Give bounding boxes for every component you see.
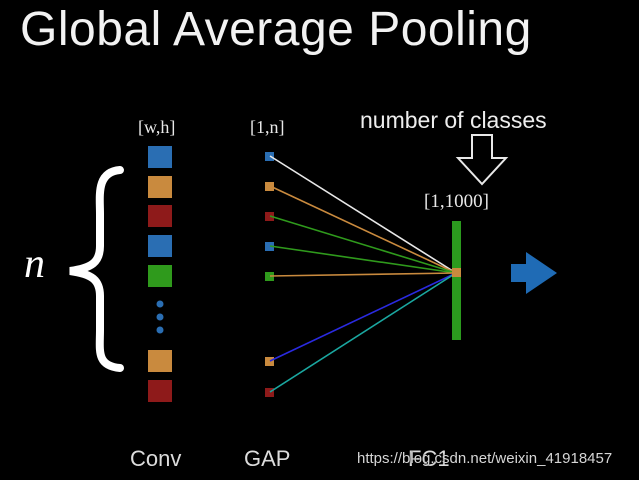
number-of-classes-label: number of classes — [360, 107, 547, 133]
gap-pooled-value — [265, 212, 274, 221]
fc1-active-unit — [452, 268, 461, 277]
slide-title: Global Average Pooling — [20, 3, 532, 56]
conv-feature-map — [148, 235, 172, 257]
gap-to-fc-connection — [269, 215, 457, 274]
ellipsis-dot — [156, 326, 164, 334]
gap-pooled-value — [265, 357, 274, 366]
fc-dimension-label: [1,1000] — [424, 191, 489, 212]
gap-to-fc-connection — [269, 272, 457, 277]
watermark-url: https://blog.csdn.net/weixin_41918457 — [357, 450, 613, 467]
gap-to-fc-connection — [269, 155, 457, 274]
blue-right-arrow-icon — [511, 252, 557, 294]
fc1-bar — [452, 221, 461, 340]
ellipsis-dot — [156, 300, 164, 308]
gap-dimension-label: [1,n] — [250, 117, 285, 137]
conv-dimension-label: [w,h] — [138, 117, 176, 137]
gap-pooled-value — [265, 152, 274, 161]
conv-feature-map — [148, 350, 172, 372]
gap-column-label: GAP — [244, 446, 291, 471]
conv-column-label: Conv — [130, 446, 182, 471]
gap-pooled-value — [265, 388, 274, 397]
gap-pooled-value — [265, 182, 274, 191]
n-channels-label: n — [24, 241, 45, 287]
gap-to-fc-connection — [269, 272, 457, 362]
hollow-down-arrow-icon — [455, 134, 509, 186]
ellipsis-dot — [156, 313, 164, 321]
conv-feature-map — [148, 265, 172, 287]
gap-pooled-value — [265, 242, 274, 251]
gap-to-fc-connection — [269, 185, 457, 274]
gap-to-fc-connection — [269, 245, 457, 274]
left-curly-brace-icon — [69, 166, 124, 372]
conv-feature-map — [148, 146, 172, 168]
gap-to-fc-connection — [269, 272, 457, 393]
conv-feature-map — [148, 205, 172, 227]
gap-pooled-value — [265, 272, 274, 281]
conv-feature-map — [148, 176, 172, 198]
conv-feature-map — [148, 380, 172, 402]
fc1-column-label: FC1 — [408, 446, 450, 471]
